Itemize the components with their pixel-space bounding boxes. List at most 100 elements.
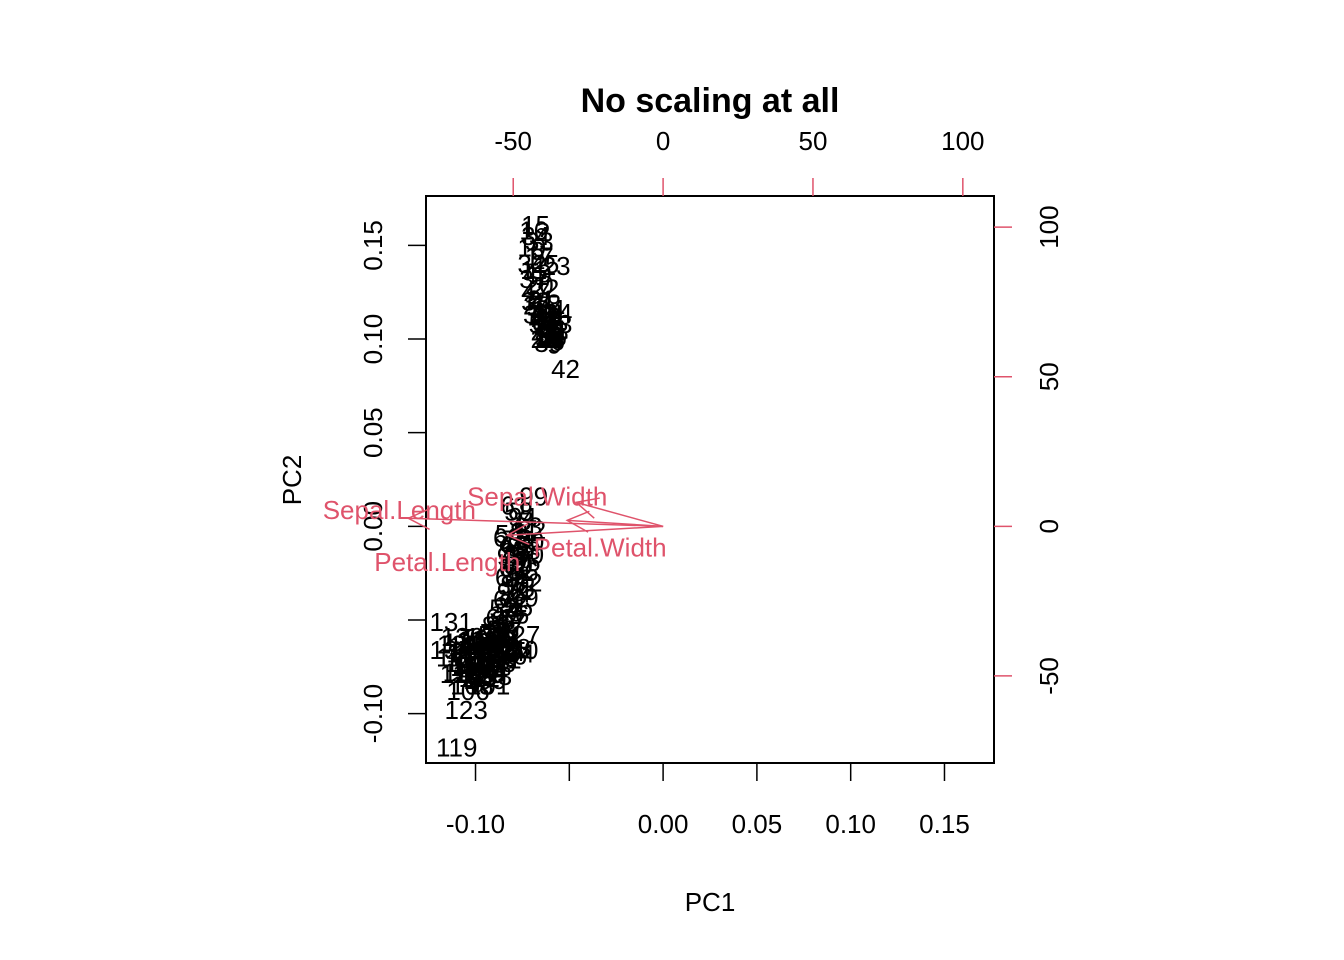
point-label: 139 (476, 631, 519, 661)
point-label: 108 (450, 670, 493, 700)
point-label: 78 (480, 618, 509, 648)
point-label: 88 (491, 624, 520, 654)
point-label: 38 (521, 287, 550, 317)
point-label: 48 (540, 317, 569, 347)
point-label: 26 (530, 324, 559, 354)
x-tick-label: 0.05 (732, 809, 783, 839)
point-label: 31 (540, 315, 569, 345)
point-labels-layer: 1516343361732114945233720224721281184441… (429, 210, 580, 762)
point-label: 87 (491, 605, 520, 635)
loading-arrow (408, 517, 664, 528)
point-label: 45 (530, 249, 559, 279)
y-tick-label: -0.10 (358, 684, 388, 743)
x-tick-label: 0.10 (825, 809, 876, 839)
point-label: 89 (504, 551, 533, 581)
point-label: 16 (519, 215, 548, 245)
point-label: 93 (499, 534, 528, 564)
point-label: 130 (441, 622, 484, 652)
point-label: 36 (523, 300, 552, 330)
right-tick-label: 100 (1034, 205, 1064, 248)
point-label: 120 (473, 626, 516, 656)
point-label: 39 (534, 328, 563, 358)
point-label: 134 (491, 639, 534, 669)
point-label: 146 (484, 641, 527, 671)
point-label: 112 (459, 663, 500, 693)
point-label: 109 (463, 665, 506, 695)
y-axis-label: PC2 (277, 455, 307, 506)
loading-arrow-label: Petal.Width (534, 532, 667, 562)
point-label: 2 (545, 324, 559, 354)
point-label: 69 (485, 629, 514, 659)
loading-arrow-label: Sepal.Length (323, 495, 476, 525)
point-label: 148 (467, 646, 510, 676)
point-label: 92 (499, 588, 528, 618)
point-label: 137 (452, 650, 495, 680)
point-label: 97 (502, 545, 531, 575)
point-label: 42 (551, 354, 580, 384)
y-tick-label: 0.05 (358, 407, 388, 458)
point-label: 6 (530, 236, 544, 266)
point-label: 129 (461, 659, 504, 689)
loading-arrowhead (565, 510, 590, 533)
point-label: 15 (521, 210, 550, 240)
point-label: 118 (440, 659, 481, 689)
loading-arrowhead (505, 522, 530, 546)
point-label: 34 (521, 221, 550, 251)
point-label: 113 (457, 626, 498, 656)
point-label: 9 (547, 330, 561, 360)
point-label: 133 (469, 661, 512, 691)
point-label: 40 (529, 305, 558, 335)
top-tick-label: -50 (494, 126, 532, 156)
point-label: 76 (500, 599, 529, 629)
point-label: 53 (487, 614, 516, 644)
point-label: 143 (467, 631, 510, 661)
y-tick-label: 0.10 (358, 314, 388, 365)
point-label: 91 (500, 560, 529, 590)
point-label: 138 (473, 648, 516, 678)
point-label: 115 (462, 629, 503, 659)
point-label: 99 (519, 481, 548, 511)
right-axis: -50 0 50 100 (993, 205, 1064, 695)
point-label: 122 (465, 622, 508, 652)
point-label: 47 (521, 277, 550, 307)
point-label: 17 (525, 242, 554, 272)
point-label: 107 (461, 650, 504, 680)
point-label: 12 (534, 305, 563, 335)
point-label: 85 (506, 564, 535, 594)
point-label: 21 (527, 285, 556, 315)
point-label: 128 (488, 633, 531, 663)
point-label: 74 (502, 579, 531, 609)
point-label: 52 (489, 594, 518, 624)
point-label: 131 (429, 607, 472, 637)
left-axis: -0.10 0.00 0.05 0.10 0.15 (358, 220, 427, 743)
point-label: 61 (500, 491, 529, 521)
point-label: 41 (530, 298, 559, 328)
point-label: 37 (519, 264, 548, 294)
loading-arrow (567, 519, 664, 528)
point-label: 79 (510, 582, 539, 612)
point-label: 7 (545, 307, 559, 337)
point-label: 140 (450, 652, 493, 682)
point-label: 32 (517, 249, 546, 279)
x-tick-label: 0.00 (638, 809, 689, 839)
top-tick-label: 100 (941, 126, 984, 156)
bottom-axis: -0.10 0.00 0.05 0.10 0.15 (446, 762, 970, 839)
right-tick-label: 50 (1034, 362, 1064, 391)
point-label: 67 (495, 562, 524, 592)
point-label: 56 (510, 556, 539, 586)
point-label: 63 (514, 511, 543, 541)
point-label: 4 (549, 324, 563, 354)
point-label: 3 (543, 313, 557, 343)
point-label: 141 (446, 639, 489, 669)
point-label: 104 (454, 657, 497, 687)
point-label: 111 (482, 644, 522, 674)
point-label: 101 (467, 670, 510, 700)
point-label: 144 (465, 655, 508, 685)
x-axis-label: PC1 (685, 887, 736, 917)
point-label: 150 (495, 635, 538, 665)
point-label: 105 (452, 642, 495, 672)
point-label: 18 (532, 288, 561, 318)
point-label: 98 (497, 577, 526, 607)
point-label: 66 (485, 603, 514, 633)
